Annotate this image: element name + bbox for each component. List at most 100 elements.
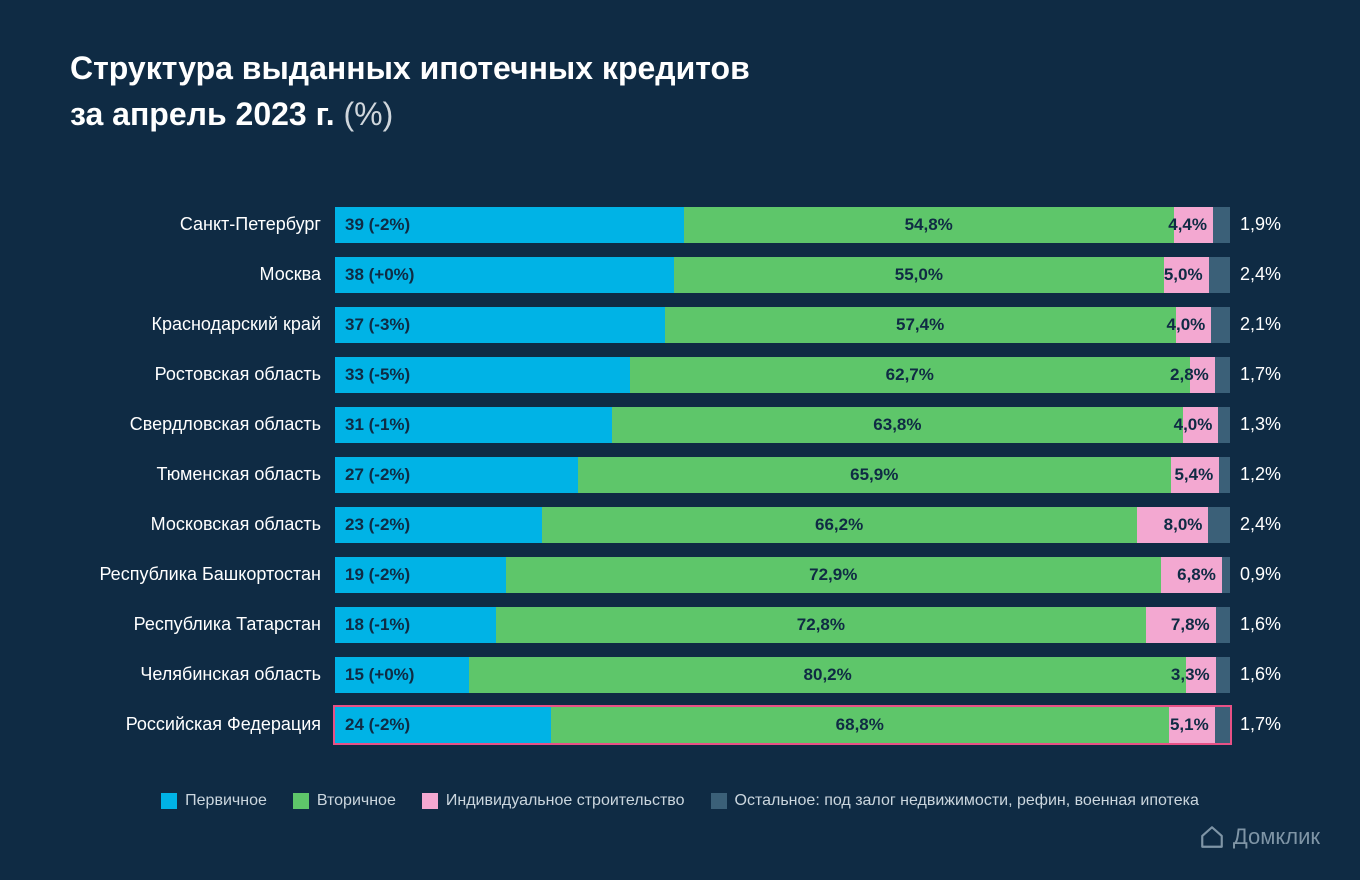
other-value: 2,1% bbox=[1230, 314, 1290, 335]
other-value: 1,3% bbox=[1230, 414, 1290, 435]
region-label: Санкт-Петербург bbox=[70, 214, 335, 235]
legend: Первичное Вторичное Индивидуальное строи… bbox=[70, 792, 1290, 810]
seg-individual: 4,0% bbox=[1176, 307, 1212, 343]
other-value: 1,6% bbox=[1230, 614, 1290, 635]
seg-primary: 23 (-2%) bbox=[335, 507, 542, 543]
region-label: Республика Башкортостан bbox=[70, 564, 335, 585]
other-value: 1,2% bbox=[1230, 464, 1290, 485]
region-label: Тюменская область bbox=[70, 464, 335, 485]
seg-secondary: 68,8% bbox=[551, 707, 1169, 743]
seg-primary: 24 (-2%) bbox=[335, 707, 551, 743]
swatch-individual bbox=[422, 793, 438, 809]
seg-individual: 5,1% bbox=[1169, 707, 1215, 743]
seg-other bbox=[1219, 457, 1230, 493]
seg-other bbox=[1218, 407, 1230, 443]
bar: 27 (-2%)65,9%5,4% bbox=[335, 457, 1230, 493]
seg-primary: 15 (+0%) bbox=[335, 657, 469, 693]
bar-row: Санкт-Петербург39 (-2%)54,8%4,4%1,9% bbox=[70, 203, 1290, 247]
seg-individual: 3,3% bbox=[1186, 657, 1216, 693]
seg-other bbox=[1211, 307, 1230, 343]
seg-individual: 5,4% bbox=[1171, 457, 1220, 493]
seg-secondary: 72,9% bbox=[506, 557, 1161, 593]
chart-title-line1: Структура выданных ипотечных кредитов bbox=[70, 48, 1290, 90]
bar-row: Республика Татарстан18 (-1%)72,8%7,8%1,6… bbox=[70, 603, 1290, 647]
seg-individual: 7,8% bbox=[1146, 607, 1216, 643]
region-label: Республика Татарстан bbox=[70, 614, 335, 635]
seg-primary: 38 (+0%) bbox=[335, 257, 674, 293]
seg-other bbox=[1216, 657, 1230, 693]
bar-row: Краснодарский край37 (-3%)57,4%4,0%2,1% bbox=[70, 303, 1290, 347]
bar: 23 (-2%)66,2%8,0% bbox=[335, 507, 1230, 543]
bar-row: Ростовская область33 (-5%)62,7%2,8%1,7% bbox=[70, 353, 1290, 397]
seg-primary: 33 (-5%) bbox=[335, 357, 630, 393]
seg-individual: 4,0% bbox=[1183, 407, 1219, 443]
seg-other bbox=[1215, 707, 1230, 743]
legend-other: Остальное: под залог недвижимости, рефин… bbox=[711, 792, 1199, 810]
legend-primary: Первичное bbox=[161, 792, 267, 810]
bar: 33 (-5%)62,7%2,8% bbox=[335, 357, 1230, 393]
region-label: Свердловская область bbox=[70, 414, 335, 435]
seg-primary: 27 (-2%) bbox=[335, 457, 578, 493]
swatch-primary bbox=[161, 793, 177, 809]
house-icon bbox=[1199, 824, 1225, 850]
seg-individual: 8,0% bbox=[1137, 507, 1209, 543]
seg-secondary: 57,4% bbox=[665, 307, 1176, 343]
region-label: Московская область bbox=[70, 514, 335, 535]
bar: 15 (+0%)80,2%3,3% bbox=[335, 657, 1230, 693]
seg-other bbox=[1222, 557, 1230, 593]
legend-secondary: Вторичное bbox=[293, 792, 396, 810]
seg-other bbox=[1213, 207, 1230, 243]
bar-row: Челябинская область15 (+0%)80,2%3,3%1,6% bbox=[70, 653, 1290, 697]
bar-row: Свердловская область31 (-1%)63,8%4,0%1,3… bbox=[70, 403, 1290, 447]
swatch-secondary bbox=[293, 793, 309, 809]
seg-secondary: 80,2% bbox=[469, 657, 1186, 693]
seg-individual: 5,0% bbox=[1164, 257, 1209, 293]
bar: 18 (-1%)72,8%7,8% bbox=[335, 607, 1230, 643]
seg-primary: 39 (-2%) bbox=[335, 207, 684, 243]
other-value: 1,7% bbox=[1230, 714, 1290, 735]
bar: 38 (+0%)55,0%5,0% bbox=[335, 257, 1230, 293]
swatch-other bbox=[711, 793, 727, 809]
other-value: 0,9% bbox=[1230, 564, 1290, 585]
seg-other bbox=[1215, 357, 1230, 393]
bar-row: Республика Башкортостан19 (-2%)72,9%6,8%… bbox=[70, 553, 1290, 597]
seg-primary: 37 (-3%) bbox=[335, 307, 665, 343]
region-label: Челябинская область bbox=[70, 664, 335, 685]
seg-secondary: 62,7% bbox=[630, 357, 1190, 393]
seg-primary: 18 (-1%) bbox=[335, 607, 496, 643]
seg-primary: 31 (-1%) bbox=[335, 407, 612, 443]
legend-individual: Индивидуальное строительство bbox=[422, 792, 685, 810]
bar-row: Российская Федерация24 (-2%)68,8%5,1%1,7… bbox=[70, 703, 1290, 747]
seg-other bbox=[1216, 607, 1230, 643]
bar-row: Москва38 (+0%)55,0%5,0%2,4% bbox=[70, 253, 1290, 297]
brand-logo: Домклик bbox=[1199, 824, 1320, 850]
other-value: 1,6% bbox=[1230, 664, 1290, 685]
chart-title-line2: за апрель 2023 г. (%) bbox=[70, 96, 1290, 133]
seg-other bbox=[1208, 507, 1230, 543]
seg-primary: 19 (-2%) bbox=[335, 557, 506, 593]
stacked-bar-chart: Санкт-Петербург39 (-2%)54,8%4,4%1,9%Моск… bbox=[70, 203, 1290, 747]
region-label: Российская Федерация bbox=[70, 714, 335, 735]
region-label: Краснодарский край bbox=[70, 314, 335, 335]
bar-row: Московская область23 (-2%)66,2%8,0%2,4% bbox=[70, 503, 1290, 547]
seg-individual: 4,4% bbox=[1174, 207, 1213, 243]
other-value: 1,9% bbox=[1230, 214, 1290, 235]
bar: 39 (-2%)54,8%4,4% bbox=[335, 207, 1230, 243]
seg-secondary: 65,9% bbox=[578, 457, 1171, 493]
bar-row: Тюменская область27 (-2%)65,9%5,4%1,2% bbox=[70, 453, 1290, 497]
bar: 24 (-2%)68,8%5,1% bbox=[335, 707, 1230, 743]
bar: 19 (-2%)72,9%6,8% bbox=[335, 557, 1230, 593]
seg-secondary: 72,8% bbox=[496, 607, 1146, 643]
seg-secondary: 54,8% bbox=[684, 207, 1174, 243]
other-value: 2,4% bbox=[1230, 264, 1290, 285]
seg-secondary: 63,8% bbox=[612, 407, 1182, 443]
seg-individual: 6,8% bbox=[1161, 557, 1222, 593]
other-value: 2,4% bbox=[1230, 514, 1290, 535]
seg-secondary: 55,0% bbox=[674, 257, 1164, 293]
bar: 37 (-3%)57,4%4,0% bbox=[335, 307, 1230, 343]
bar: 31 (-1%)63,8%4,0% bbox=[335, 407, 1230, 443]
region-label: Москва bbox=[70, 264, 335, 285]
other-value: 1,7% bbox=[1230, 364, 1290, 385]
seg-secondary: 66,2% bbox=[542, 507, 1137, 543]
seg-individual: 2,8% bbox=[1190, 357, 1215, 393]
